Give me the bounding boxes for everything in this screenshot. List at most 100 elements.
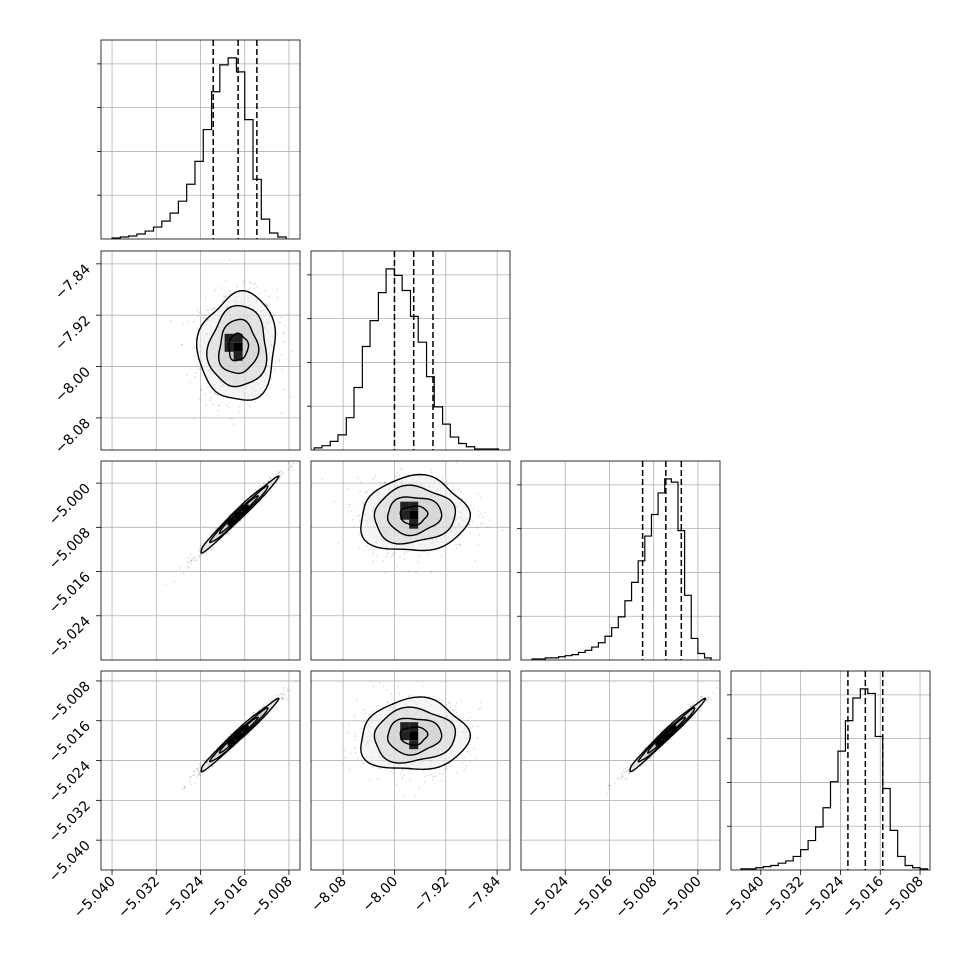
scatter-point [193,355,196,357]
scatter-point [276,296,279,299]
scatter-point [283,325,286,327]
scatter-point [198,763,201,766]
scatter-point [348,768,351,771]
scatter-point [449,702,451,705]
scatter-point [205,404,207,407]
scatter-point [358,547,361,550]
scatter-point [351,519,354,521]
scatter-point [257,709,259,711]
scatter-point [195,372,197,374]
scatter-point [220,287,223,289]
scatter-point [471,520,474,523]
scatter-point [270,378,273,381]
scatter-point [275,470,278,473]
scatter-point [209,391,212,394]
scatter-point [282,332,285,335]
scatter-point [187,566,190,569]
scatter-point [344,757,346,759]
scatter-point [198,772,201,775]
scatter-point [479,701,482,703]
scatter-point [382,685,385,688]
scatter-point [465,764,468,767]
scatter-point [419,556,422,558]
scatter-point [258,293,261,296]
scatter-point [198,311,201,314]
scatter-point [210,397,213,399]
scatter-point [195,559,198,562]
scatter-point [286,699,289,701]
scatter-point [377,767,379,769]
scatter-point [379,681,382,684]
scatter-point [208,533,211,536]
scatter-point [455,461,458,464]
scatter-point [445,703,448,706]
scatter-point [687,703,690,706]
scatter-point [272,475,275,478]
scatter-point [407,695,410,698]
scatter-point [230,528,233,531]
scatter-point [213,307,215,310]
scatter-point [624,767,627,770]
scatter-point [275,694,277,697]
scatter-point [407,570,410,572]
scatter-point [414,795,417,797]
scatter-point [204,552,207,555]
scatter-point [169,320,172,322]
scatter-point [434,775,437,777]
scatter-point [197,768,200,770]
scatter-point [232,289,235,292]
scatter-point [198,547,201,550]
scatter-point [279,470,282,473]
scatter-point [459,543,461,546]
scatter-point [214,393,217,395]
scatter-point [472,508,475,510]
scatter-point [473,559,476,562]
scatter-point [282,686,285,689]
scatter-point [230,292,232,295]
scatter-point [206,536,209,539]
scatter-point [259,484,262,487]
scatter-point [337,542,340,545]
scatter-point [401,768,404,771]
scatter-point [469,716,472,719]
scatter-point [266,304,269,307]
scatter-point [198,556,200,558]
scatter-point [609,784,611,787]
scatter-point [458,543,460,545]
scatter-point [450,489,453,492]
scatter-point [249,282,252,285]
scatter-point [218,304,221,306]
scatter-point [217,409,220,412]
scatter-point [291,465,293,468]
scatter-point [275,473,278,476]
scatter-point [201,553,203,556]
scatter-point [211,765,214,768]
scatter-point [441,772,444,775]
scatter-point [182,323,184,325]
scatter-point [211,766,213,768]
scatter-point [229,417,232,420]
scatter-point [689,705,692,708]
scatter-point [353,525,356,528]
scatter-point [213,392,216,394]
scatter-point [208,768,211,771]
scatter-point [689,705,692,707]
scatter-point [488,519,491,521]
scatter-point [482,522,484,525]
scatter-point [194,376,197,378]
scatter-point [253,711,255,714]
scatter-point [473,748,476,750]
scatter-point [385,555,388,558]
scatter-point [353,715,356,718]
scatter-point [267,480,270,483]
scatter-point [374,474,377,477]
scatter-point [281,368,284,371]
scatter-point [264,290,267,292]
scatter-point [263,705,265,707]
scatter-point [350,509,353,512]
scatter-point [479,495,481,497]
scatter-point [394,475,397,478]
scatter-point [426,774,429,777]
scatter-point [454,705,457,707]
scatter-point [283,340,286,343]
